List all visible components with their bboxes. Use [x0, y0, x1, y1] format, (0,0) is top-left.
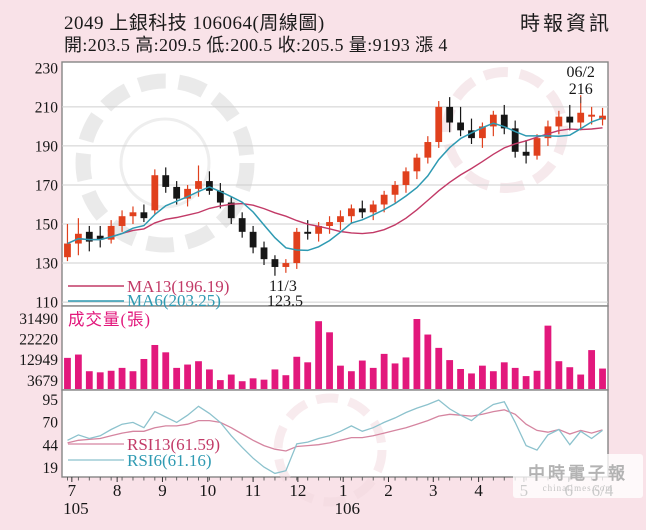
- rsi13-line: [67, 409, 603, 452]
- svg-text:1: 1: [339, 481, 348, 500]
- svg-text:110: 110: [35, 295, 58, 312]
- svg-text:130: 130: [35, 256, 59, 273]
- svg-text:7: 7: [68, 481, 77, 500]
- svg-text:19: 19: [43, 460, 59, 477]
- watermark-badge: 中時電子報 chinatimes.com: [513, 454, 643, 498]
- svg-text:123.5: 123.5: [267, 293, 303, 310]
- svg-text:8: 8: [113, 481, 122, 500]
- svg-text:106: 106: [334, 499, 360, 518]
- volume-bars: [64, 319, 606, 389]
- watermark-brand: 中時電子報: [528, 464, 628, 483]
- volume-label: 成交量(張): [68, 310, 151, 329]
- data-source-label: 時報資訊: [520, 13, 612, 35]
- svg-text:230: 230: [35, 60, 59, 77]
- svg-text:RSI13(61.59): RSI13(61.59): [127, 435, 220, 454]
- svg-text:06/2: 06/2: [566, 64, 594, 81]
- price-y-axis: 230 210 190 170 150 130 110: [35, 60, 59, 311]
- rsi6-line: [67, 399, 603, 475]
- rsi-y-axis: 95 70 44 19: [43, 392, 59, 477]
- svg-text:3: 3: [429, 481, 438, 500]
- svg-text:11: 11: [245, 481, 261, 500]
- price-panel: [61, 61, 609, 307]
- svg-text:MA13(196.19): MA13(196.19): [127, 277, 229, 296]
- rsi-legend: RSI13(61.59) RSI6(61.16): [68, 435, 220, 470]
- svg-text:216: 216: [569, 81, 593, 98]
- ma-legend: MA13(196.19) MA6(203.25): [68, 277, 229, 310]
- svg-text:3679: 3679: [27, 373, 58, 390]
- ma6-line: [67, 117, 603, 252]
- svg-text:12: 12: [289, 481, 306, 500]
- svg-text:170: 170: [35, 177, 59, 194]
- chart-title: 2049 上銀科技 106064(周線圖): [64, 13, 325, 34]
- ohlcv-summary: 開:203.5 高:209.5 低:200.5 收:205.5 量:9193 漲…: [64, 35, 448, 55]
- svg-text:10: 10: [199, 481, 216, 500]
- svg-text:31490: 31490: [19, 311, 58, 328]
- svg-text:9: 9: [158, 481, 167, 500]
- ma13-line: [67, 127, 603, 245]
- watermark-domain: chinatimes.com: [542, 483, 614, 493]
- svg-text:RSI6(61.16): RSI6(61.16): [127, 451, 212, 470]
- low-annotation: 11/3 123.5: [267, 278, 303, 310]
- svg-text:210: 210: [35, 99, 59, 116]
- svg-text:4: 4: [474, 481, 483, 500]
- svg-text:12949: 12949: [19, 352, 58, 369]
- svg-text:105: 105: [63, 499, 89, 518]
- svg-text:150: 150: [35, 217, 59, 234]
- svg-text:190: 190: [35, 138, 59, 155]
- svg-text:MA6(203.25): MA6(203.25): [127, 291, 221, 310]
- svg-text:11/3: 11/3: [269, 278, 297, 295]
- svg-text:70: 70: [43, 414, 59, 431]
- svg-text:95: 95: [43, 392, 59, 409]
- svg-text:2: 2: [384, 481, 393, 500]
- high-annotation: 06/2 216: [566, 64, 595, 104]
- svg-text:44: 44: [43, 438, 59, 455]
- svg-text:22220: 22220: [19, 332, 58, 349]
- volume-y-axis: 31490 22220 12949 3679: [19, 311, 58, 390]
